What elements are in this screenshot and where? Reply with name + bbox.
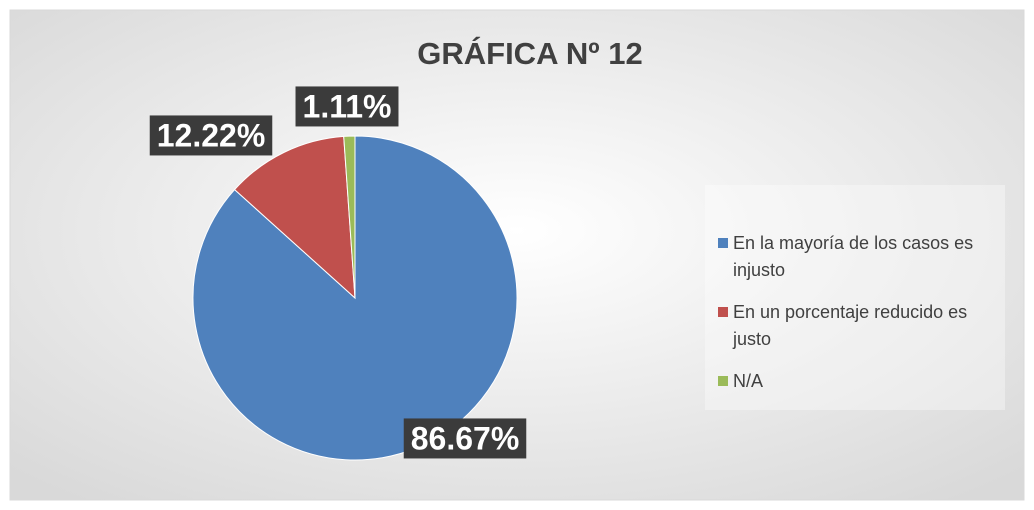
data-label-box (295, 86, 399, 127)
pie-slice (233, 135, 356, 300)
legend-item: En la mayoría de los casos es injusto (718, 230, 1008, 284)
data-label-text: 1.11% (303, 88, 392, 124)
legend-swatch (718, 307, 728, 317)
data-label-text: 12.22% (157, 117, 266, 153)
legend-label: En un porcentaje reducido es justo (733, 302, 968, 349)
legend-item: En un porcentaje reducido es justo (718, 299, 1008, 353)
data-label: 1.11% (295, 86, 399, 127)
pie-slice (343, 135, 356, 299)
data-label-text: 86.67% (411, 420, 520, 456)
legend-label: En la mayoría de los casos es injusto (733, 233, 974, 280)
legend-label: N/A (733, 371, 764, 391)
data-label-box (149, 115, 273, 156)
legend: En la mayoría de los casos es injusto En … (705, 185, 1005, 410)
data-label: 12.22% (149, 115, 273, 156)
data-label: 86.67% (403, 418, 527, 459)
legend-swatch (718, 376, 728, 386)
data-label-box (403, 418, 527, 459)
legend-item: N/A (718, 368, 1008, 395)
legend-swatch (718, 238, 728, 248)
chart-title: GRÁFICA Nº 12 (417, 36, 642, 71)
chart-area (9, 9, 1025, 501)
